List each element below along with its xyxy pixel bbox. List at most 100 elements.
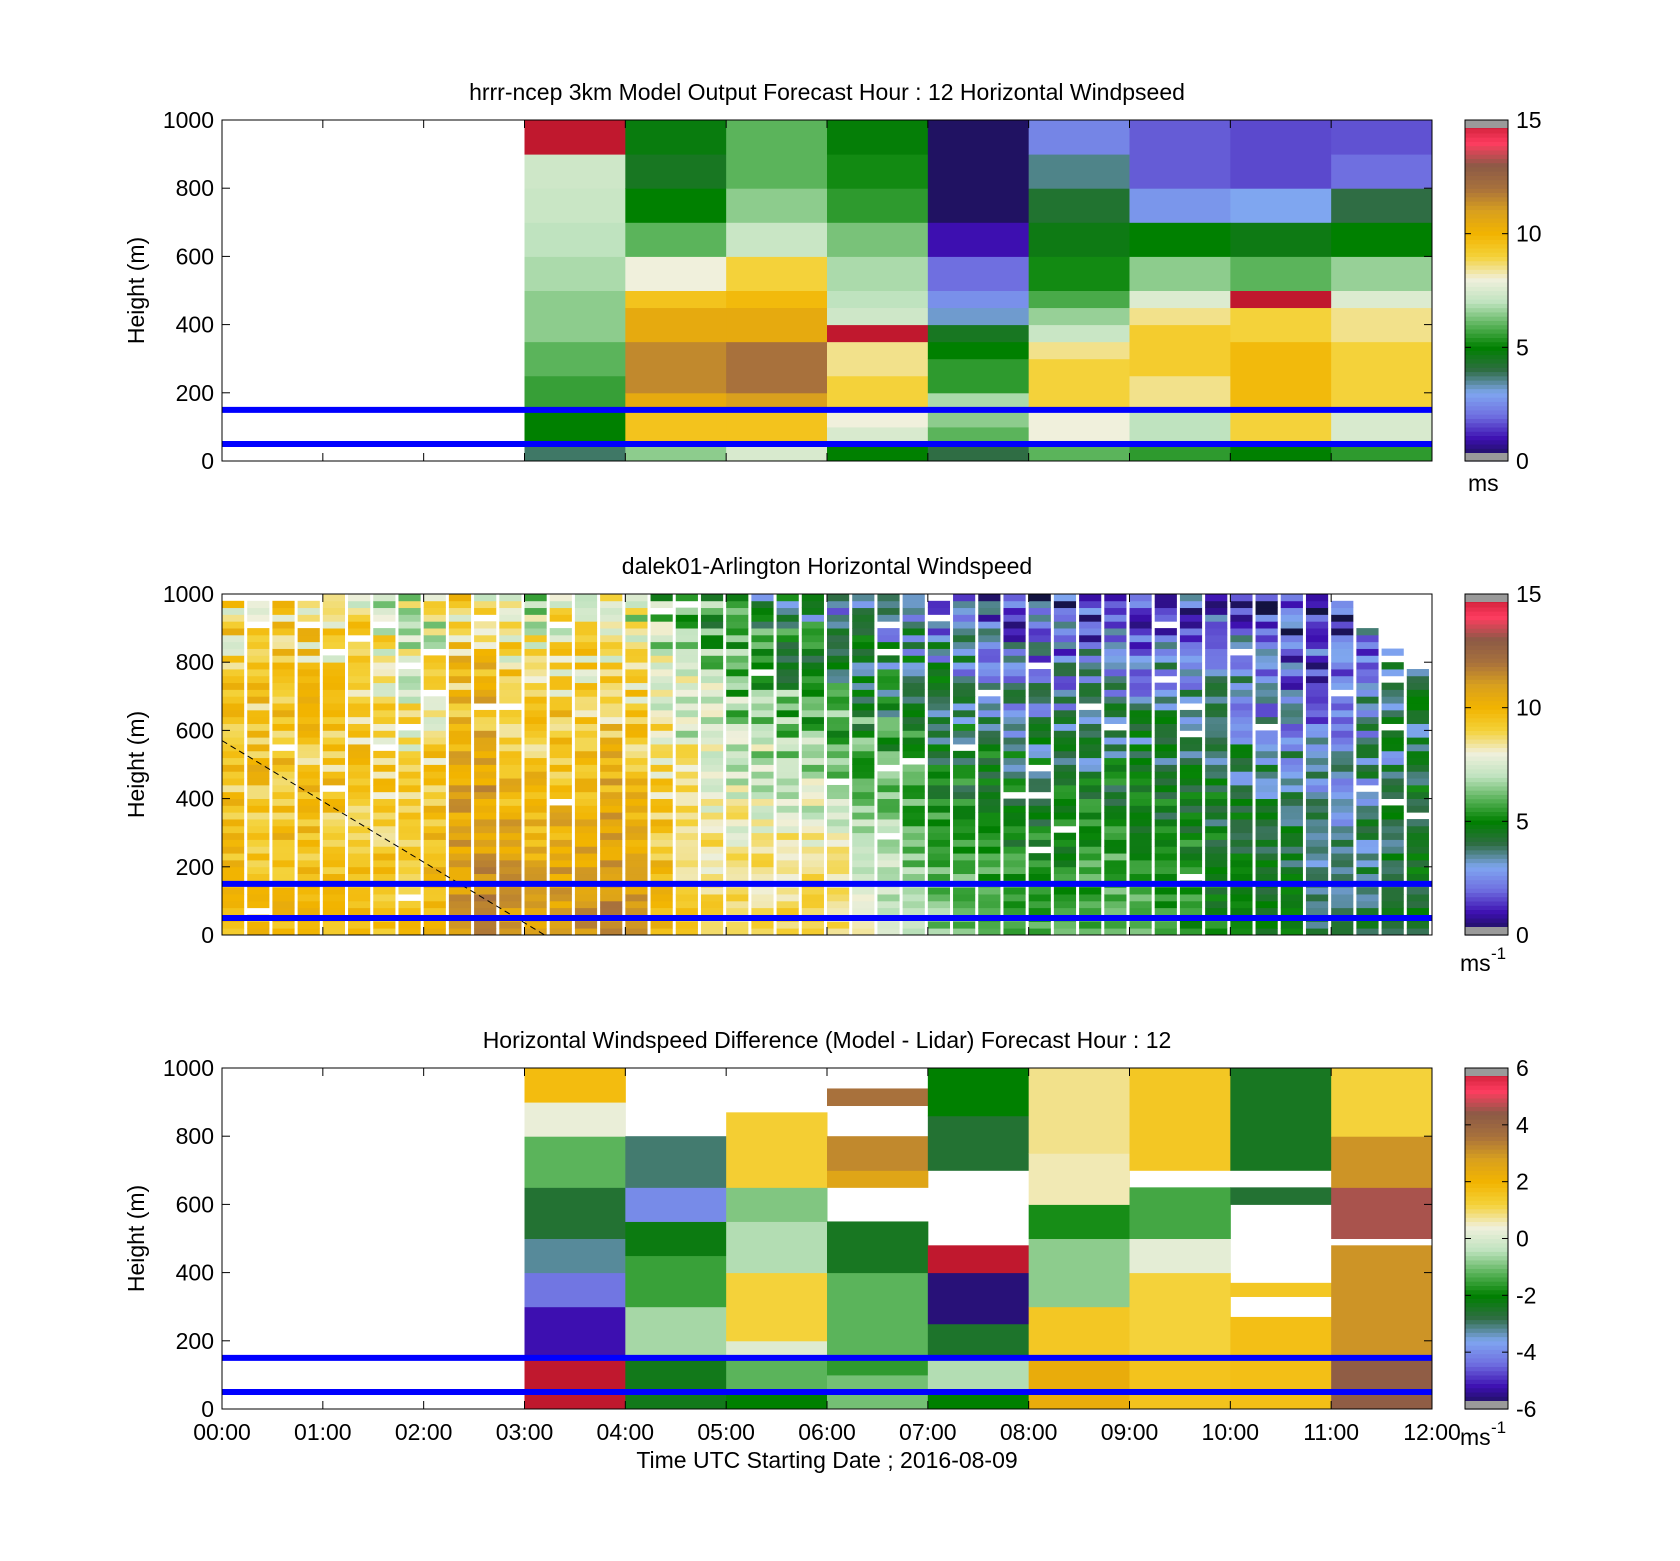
heatmap-cell [1053,648,1077,656]
heatmap-cell [1255,716,1278,724]
heatmap-cell [751,662,774,670]
heatmap-cell [953,866,976,875]
heatmap-cell [499,600,522,609]
heatmap-cell [222,839,245,847]
heatmap-cell [1104,771,1127,779]
heatmap-cell [902,812,925,820]
heatmap-cell [1305,682,1329,690]
heatmap-cell [1230,859,1253,868]
heatmap-cell [272,887,295,895]
heatmap-cell [827,689,850,697]
colorbar-segment [1465,1114,1508,1120]
heatmap-cell [423,594,446,602]
colorbar-segment [1465,311,1508,317]
heatmap-cell [978,669,1001,677]
heatmap-cell [1028,784,1051,793]
heatmap-cell [751,812,774,820]
heatmap-cell [1028,621,1051,629]
heatmap-cell [953,853,976,861]
heatmap-cell [1028,928,1051,936]
heatmap-cell [675,594,698,602]
heatmap-cell [1305,696,1329,704]
heatmap-cell [726,894,749,902]
heatmap-cell [1028,696,1051,704]
heatmap-cell [373,825,396,834]
heatmap-cell [398,798,421,806]
colorbar-segment [1465,866,1508,872]
heatmap-cell [776,703,799,711]
heatmap-cell [927,675,951,684]
heatmap-cell [776,887,799,895]
heatmap-cell [398,812,421,820]
y-tick-label: 1000 [163,581,214,607]
heatmap-cell [1255,819,1278,827]
heatmap-cell [1230,696,1253,704]
heatmap-cell [1230,662,1253,670]
heatmap-cell [1280,607,1303,615]
heatmap-cell [574,921,598,929]
panel-title: Horizontal Windspeed Difference (Model -… [483,1027,1172,1053]
heatmap-cell [1255,744,1278,752]
heatmap-cell [700,798,724,806]
heatmap-cell [1129,805,1152,813]
y-tick-label: 600 [176,243,214,269]
heatmap-cell [650,928,673,936]
heatmap-cell [1179,805,1203,813]
heatmap-cell [700,744,724,752]
heatmap-cell [499,696,522,704]
heatmap-cell [1053,928,1077,936]
heatmap-cell [675,873,698,881]
heatmap-cell [448,791,472,799]
heatmap-cell [247,928,270,936]
heatmap-cell [499,928,522,936]
heatmap-cell [398,839,421,847]
heatmap-cell [1305,594,1329,602]
heatmap-cell [1280,621,1303,629]
colorbar-segment [1465,666,1508,672]
colorbar-segment [1465,171,1508,177]
heatmap-cell [1003,709,1026,718]
heatmap-cell [1305,703,1329,711]
heatmap-cell [1154,839,1177,847]
heatmap-cell [1028,307,1130,326]
heatmap-cell [297,648,320,656]
colorbar-segment [1465,286,1508,292]
heatmap-cell [751,778,774,786]
heatmap-cell [1280,675,1303,684]
heatmap-cell [1305,662,1329,670]
heatmap-cell [600,614,623,622]
heatmap-cell [852,689,875,697]
heatmap-cell [1230,621,1253,629]
heatmap-cell [827,723,850,731]
heatmap-cell [499,900,522,909]
heatmap-cell [1205,866,1228,875]
colorbar-segment [1465,692,1508,697]
heatmap-cell [1154,832,1177,840]
heatmap-cell [474,744,497,752]
heatmap-cell [650,750,673,759]
heatmap-cell [953,798,976,806]
heatmap-cell [398,859,421,868]
heatmap-cell [726,791,749,799]
heatmap-cell [524,921,547,929]
heatmap-cell [1129,662,1152,670]
colorbar-segment [1465,162,1508,168]
heatmap-cell [978,784,1001,793]
heatmap-cell [398,648,421,656]
heatmap-cell [1280,928,1303,936]
heatmap-cell [1079,634,1102,643]
heatmap-cell [549,907,572,915]
heatmap-cell [827,894,850,902]
heatmap-cell [398,594,421,602]
heatmap-cell [650,839,673,847]
heatmap-cell [700,921,724,929]
heatmap-cell [272,716,295,724]
heatmap-cell [499,723,522,731]
heatmap-cell [1205,600,1228,609]
heatmap-cell [247,771,270,779]
heatmap-cell [1255,887,1278,895]
heatmap-cell [776,846,799,854]
heatmap-cell [1356,757,1379,765]
heatmap-cell [448,744,472,752]
heatmap-cell [877,594,900,602]
